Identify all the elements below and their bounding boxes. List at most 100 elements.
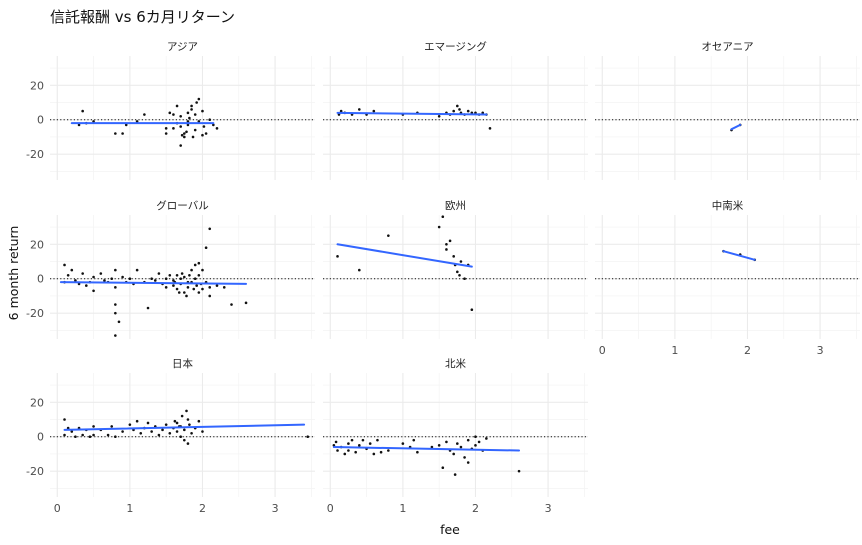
data-point xyxy=(193,113,197,116)
data-point xyxy=(191,135,195,139)
data-point xyxy=(74,435,77,439)
data-point xyxy=(201,287,204,291)
data-point xyxy=(481,111,485,115)
data-point xyxy=(183,132,186,135)
data-point xyxy=(114,132,117,135)
data-point xyxy=(204,132,208,135)
data-point xyxy=(197,261,201,265)
data-point xyxy=(164,127,168,130)
data-point xyxy=(445,248,448,251)
data-point xyxy=(445,242,448,246)
data-point xyxy=(188,423,191,426)
data-point xyxy=(177,291,181,294)
x-tick-label: 2 xyxy=(199,502,206,515)
data-point xyxy=(92,289,95,293)
data-point xyxy=(179,277,182,281)
facet-panel-5: 欧州 xyxy=(323,200,588,339)
data-point xyxy=(466,109,470,113)
y-tick-label: 20 xyxy=(30,79,44,92)
data-point xyxy=(190,108,193,111)
data-point xyxy=(401,442,405,445)
x-tick-label: 1 xyxy=(399,502,406,515)
data-point xyxy=(387,449,390,452)
data-point xyxy=(459,445,463,449)
data-point xyxy=(135,120,139,123)
data-point xyxy=(334,440,338,444)
data-point xyxy=(153,279,157,282)
data-point xyxy=(180,133,184,137)
data-point xyxy=(350,438,354,442)
data-point xyxy=(180,414,184,418)
data-point xyxy=(358,268,361,272)
data-point xyxy=(92,433,95,437)
data-point xyxy=(204,246,208,250)
data-point xyxy=(197,120,201,123)
data-point xyxy=(157,272,161,275)
data-point xyxy=(368,442,372,445)
data-point xyxy=(361,438,365,442)
data-point xyxy=(179,114,182,118)
data-point xyxy=(168,273,172,277)
data-point xyxy=(201,430,204,433)
x-tick-label: 3 xyxy=(272,502,279,515)
data-point xyxy=(215,127,219,130)
data-point xyxy=(456,442,459,445)
data-point xyxy=(114,435,117,439)
x-tick-label: 2 xyxy=(472,502,479,515)
trend-line xyxy=(59,281,248,285)
data-point xyxy=(437,225,441,229)
data-point xyxy=(379,450,383,454)
data-point xyxy=(416,450,419,454)
data-point xyxy=(150,430,153,433)
data-point xyxy=(452,452,455,456)
data-point xyxy=(164,132,168,135)
data-point xyxy=(306,435,310,439)
trend-line xyxy=(332,446,521,452)
data-point xyxy=(441,466,445,470)
x-tick-label: 1 xyxy=(671,344,678,357)
data-point xyxy=(92,275,95,279)
data-point xyxy=(452,109,455,113)
data-point xyxy=(186,111,190,115)
data-point xyxy=(339,109,343,113)
data-point xyxy=(63,263,66,267)
x-tick-label: 0 xyxy=(54,502,61,515)
data-point xyxy=(201,109,204,113)
data-point xyxy=(121,132,124,135)
data-point xyxy=(458,108,461,111)
data-point xyxy=(474,444,477,447)
trend-line xyxy=(722,250,756,261)
data-point xyxy=(175,273,179,277)
data-point xyxy=(343,452,347,456)
y-tick-label: 20 xyxy=(30,238,44,251)
x-axis-label: fee xyxy=(440,522,460,537)
data-point xyxy=(215,284,219,287)
data-point xyxy=(186,418,190,421)
data-point xyxy=(175,421,179,425)
data-point xyxy=(135,419,139,423)
facet-panel-2: エマージング xyxy=(323,40,588,180)
data-point xyxy=(188,273,191,277)
data-point xyxy=(175,104,179,108)
data-point xyxy=(183,135,186,139)
data-point xyxy=(114,303,117,306)
x-tick-label: 1 xyxy=(126,502,133,515)
trend-line xyxy=(336,111,488,116)
data-point xyxy=(81,272,84,275)
data-point xyxy=(202,125,206,128)
data-point xyxy=(336,255,339,258)
data-point xyxy=(168,111,172,115)
data-point xyxy=(172,284,175,287)
facet-strip-label: 日本 xyxy=(172,357,193,370)
data-point xyxy=(466,461,470,464)
data-point xyxy=(66,273,70,277)
data-point xyxy=(376,438,379,442)
data-point xyxy=(161,428,164,432)
data-point xyxy=(332,444,336,447)
data-point xyxy=(197,273,201,277)
facet-strip-label: 中南米 xyxy=(712,199,744,212)
data-point xyxy=(135,268,139,272)
data-point xyxy=(63,418,66,421)
